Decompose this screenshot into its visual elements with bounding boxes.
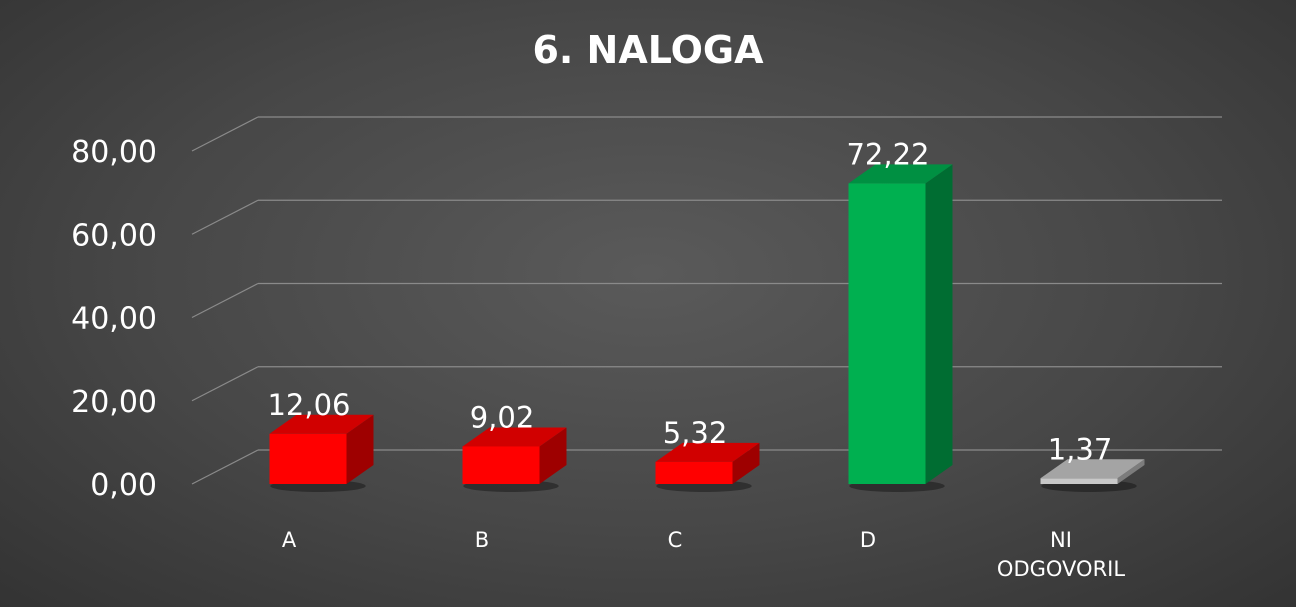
y-tick-label: 60,00 xyxy=(71,218,157,253)
bar-d xyxy=(848,164,953,492)
gridlines xyxy=(191,116,1222,485)
x-tick-label: B xyxy=(475,528,489,552)
bar-side xyxy=(346,414,374,484)
x-tick-label: C xyxy=(668,528,683,552)
bar-top xyxy=(462,427,567,447)
gridline-diagonal xyxy=(191,199,259,235)
x-tick-label: NI xyxy=(1050,528,1072,552)
data-label: 9,02 xyxy=(470,400,535,434)
gridline-diagonal xyxy=(191,449,259,485)
x-tick-label: A xyxy=(282,528,297,552)
chart-title: 6. NALOGA xyxy=(532,28,764,72)
bar-c xyxy=(655,442,760,492)
gridline-diagonal xyxy=(191,366,259,402)
bar-side xyxy=(539,427,567,484)
data-label: 5,32 xyxy=(663,416,728,450)
gridline-diagonal xyxy=(191,116,259,152)
bar-side xyxy=(925,164,953,484)
data-label: 1,37 xyxy=(1048,432,1113,466)
bar-front xyxy=(269,433,347,484)
gridline-diagonal xyxy=(191,282,259,319)
bar-top xyxy=(1040,459,1145,479)
bar-ni-odgovoril xyxy=(1040,459,1145,492)
x-axis-ticks: A B C D NI ODGOVORIL xyxy=(282,528,1126,581)
bar-front xyxy=(655,461,733,484)
bar-front xyxy=(1040,478,1118,484)
bar-top xyxy=(655,442,760,462)
y-tick-label: 80,00 xyxy=(71,135,157,170)
bar-b xyxy=(462,427,567,492)
y-tick-label: 40,00 xyxy=(71,302,157,337)
x-tick-label: D xyxy=(860,528,876,552)
data-labels: 12,06 9,02 5,32 72,22 1,37 xyxy=(267,137,1112,466)
bar-top xyxy=(269,414,374,434)
data-label: 12,06 xyxy=(267,388,350,422)
y-tick-label: 0,00 xyxy=(90,468,157,503)
y-tick-label: 20,00 xyxy=(71,385,157,420)
bar-a xyxy=(269,414,374,492)
bar-side xyxy=(1117,459,1145,484)
bar-front xyxy=(462,446,540,484)
data-label: 72,22 xyxy=(846,137,929,171)
y-axis-ticks: 0,00 20,00 40,00 60,00 80,00 xyxy=(71,135,157,503)
bar-top xyxy=(848,164,953,184)
bars xyxy=(269,164,1145,492)
bar-side xyxy=(732,442,760,484)
bar-front xyxy=(848,183,926,484)
x-tick-label: ODGOVORIL xyxy=(997,557,1125,581)
